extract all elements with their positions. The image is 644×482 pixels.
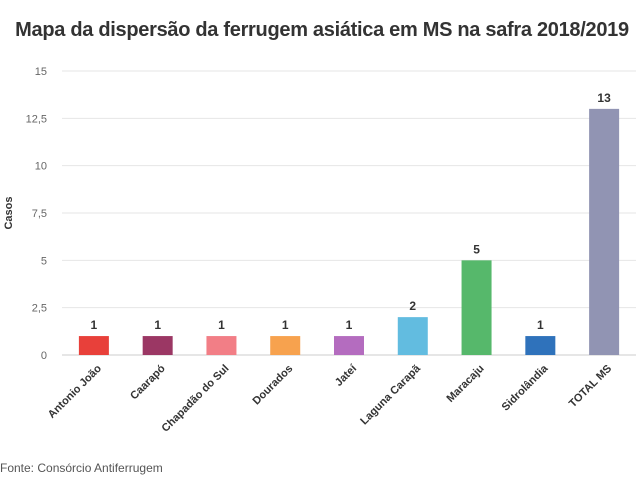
y-axis-title: Casos — [3, 196, 15, 229]
data-label: 2 — [409, 299, 416, 313]
y-tick-label: 15 — [35, 66, 47, 78]
bar — [78, 336, 109, 355]
data-label: 1 — [154, 318, 161, 332]
data-label: 1 — [537, 318, 544, 332]
category-label: Maracaju — [444, 363, 486, 405]
category-label: Chapadão do Sul — [160, 363, 232, 435]
bar — [461, 260, 492, 355]
y-tick-label: 2,5 — [32, 303, 47, 315]
y-tick-label: 12,5 — [26, 113, 47, 125]
category-label: Antonio João — [46, 362, 104, 420]
bar — [206, 336, 237, 355]
source-note: Fonte: Consórcio Antiferrugem — [0, 461, 163, 475]
data-label: 1 — [218, 318, 225, 332]
data-label: 1 — [346, 318, 353, 332]
data-label: 1 — [282, 318, 289, 332]
data-label: 13 — [597, 91, 611, 105]
category-label: Dourados — [251, 363, 296, 408]
bar — [397, 317, 428, 355]
category-label: Laguna Carapã — [358, 362, 423, 427]
bar — [270, 336, 301, 355]
data-label: 5 — [473, 242, 480, 256]
chart-title: Mapa da dispersão da ferrugem asiática e… — [15, 19, 629, 41]
y-tick-label: 7,5 — [32, 208, 47, 220]
bar — [142, 336, 173, 355]
category-label: Caarapó — [128, 362, 168, 402]
y-tick-label: 0 — [41, 350, 47, 362]
y-tick-label: 10 — [35, 161, 47, 173]
category-label: TOTAL MS — [567, 363, 614, 410]
category-label: Sidrolândia — [500, 362, 551, 413]
category-label: Jateí — [333, 362, 360, 389]
bar — [334, 336, 364, 355]
bar — [525, 336, 556, 355]
y-tick-label: 5 — [41, 255, 47, 267]
bar — [589, 108, 620, 355]
data-label: 1 — [91, 318, 98, 332]
